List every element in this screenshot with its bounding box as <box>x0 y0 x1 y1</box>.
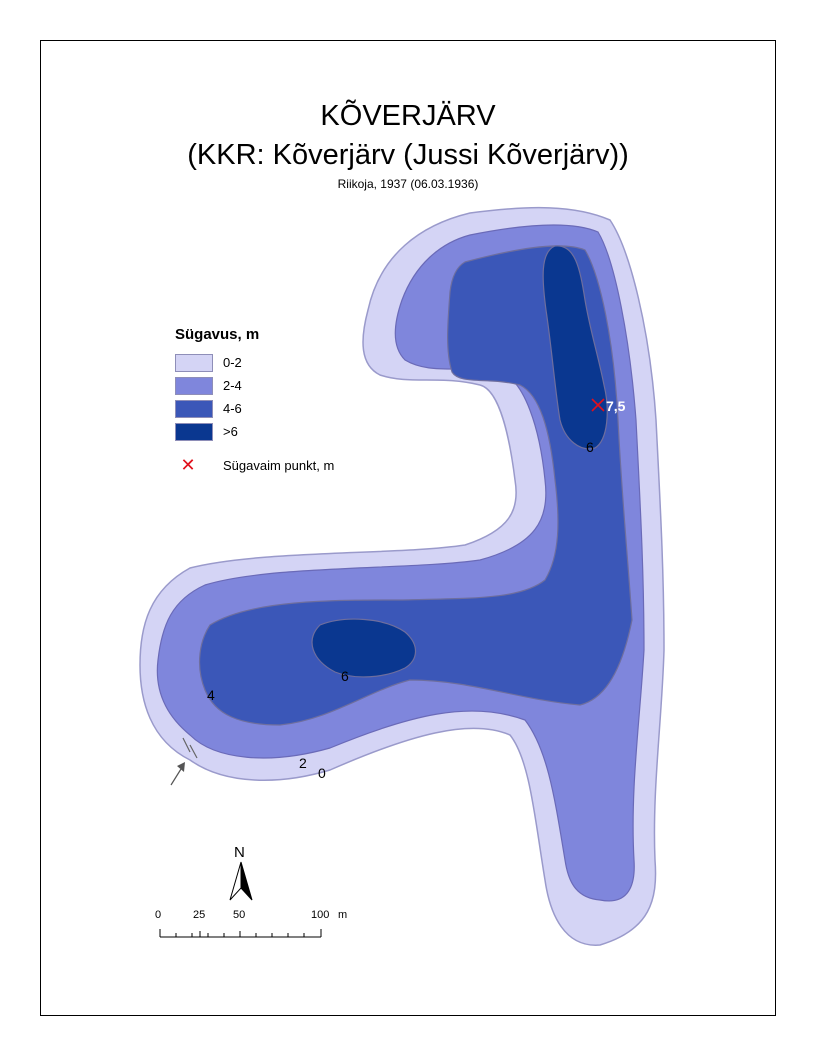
legend-item: 2-4 <box>175 375 334 396</box>
legend-item: 0-2 <box>175 352 334 373</box>
map-subtitle: (KKR: Kõverjärv (Jussi Kõverjärv)) <box>187 139 629 171</box>
scale-tick-0: 0 <box>155 909 162 921</box>
contour-label-4: 4 <box>207 687 215 703</box>
legend-label: 0-2 <box>223 355 242 370</box>
contour-label-2: 2 <box>299 755 307 771</box>
map-source: Riikoja, 1937 (06.03.1936) <box>337 177 479 191</box>
contour-label-6-north: 6 <box>586 439 594 455</box>
legend-swatch-deep <box>175 422 213 441</box>
legend-item: 4-6 <box>175 398 334 419</box>
outflow-channel <box>182 737 198 759</box>
legend-item: >6 <box>175 421 334 442</box>
depth-zone-deep-south <box>311 618 417 678</box>
scale-tick-50: 50 <box>233 909 246 921</box>
scale-tick-25: 25 <box>193 909 206 921</box>
depth-zone-deep-north <box>542 245 608 450</box>
north-arrow-icon <box>229 861 253 901</box>
deepest-value-label: 7,5 <box>606 398 626 414</box>
scale-tick-100: 100 <box>311 909 330 921</box>
legend-swatch-2-4 <box>175 376 213 395</box>
contour-label-0: 0 <box>318 765 326 781</box>
legend-label: 4-6 <box>223 401 242 416</box>
scale-bar <box>159 929 322 938</box>
legend-deepest-label: Sügavaim punkt, m <box>223 457 335 473</box>
legend-label: >6 <box>223 424 238 439</box>
legend-deepest-point: ✕ Sügavaim punkt, m <box>175 456 334 474</box>
cross-icon: ✕ <box>180 455 196 475</box>
outflow-arrow-icon <box>170 762 185 786</box>
map-frame <box>40 40 776 1016</box>
legend-swatch-4-6 <box>175 399 213 418</box>
scale-unit: m <box>338 909 348 921</box>
legend: Sügavus, m 0-2 2-4 4-6 >6 ✕ Sügavaim pun… <box>175 326 334 474</box>
map-title: KÕVERJÄRV <box>320 100 496 132</box>
legend-swatch-0-2 <box>175 353 213 372</box>
north-arrow-label: N <box>234 844 245 861</box>
contour-label-6-south: 6 <box>341 668 349 684</box>
legend-label: 2-4 <box>223 378 242 393</box>
depth-zone-4-6 <box>199 245 633 726</box>
deepest-point-icon <box>591 398 605 412</box>
legend-title: Sügavus, m <box>175 326 260 343</box>
